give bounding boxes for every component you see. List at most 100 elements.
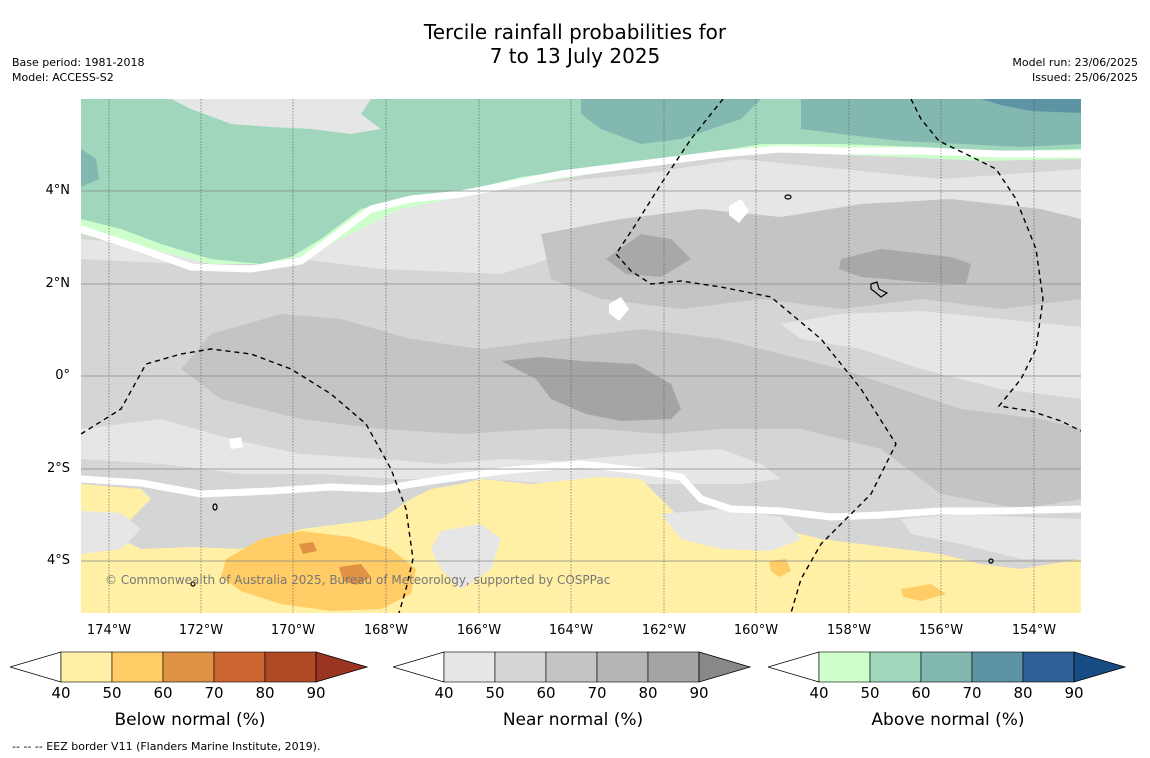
lat-label-equator: 0° xyxy=(55,368,70,383)
latitude-gridlines xyxy=(81,190,1081,562)
eez-border-east xyxy=(910,99,1081,432)
colorbar-segment xyxy=(545,651,598,683)
lat-label-4n: 4°N xyxy=(45,183,71,198)
island-5 xyxy=(988,558,994,564)
lon-label-162w: 162°W xyxy=(641,623,687,638)
colorbar-near-normal xyxy=(393,651,752,683)
colorbar-segment xyxy=(264,651,317,683)
cb-below-tick: 90 xyxy=(306,684,326,702)
probability-map xyxy=(81,99,1081,613)
lon-label-160w: 160°W xyxy=(733,623,779,638)
issued-text: Issued: 25/06/2025 xyxy=(1031,71,1138,84)
above-normal-50-region xyxy=(81,99,1081,264)
eez-borders xyxy=(81,99,1081,613)
cb-above-tick: 50 xyxy=(860,684,880,702)
lon-label-170w: 170°W xyxy=(270,623,316,638)
map-title-line2: 7 to 13 July 2025 xyxy=(489,44,661,68)
cb-near-tick: 60 xyxy=(536,684,556,702)
colorbar-segment xyxy=(596,651,649,683)
colorbar-segment xyxy=(647,651,700,683)
cb-near-tick: 50 xyxy=(485,684,505,702)
below-normal-60-patch-east-1 xyxy=(769,559,791,577)
cb-above-tick: 60 xyxy=(911,684,931,702)
colorbar-over-triangle xyxy=(698,651,752,683)
near-normal-inlet-south-central xyxy=(431,524,501,589)
near-normal-70-patch-north xyxy=(606,234,691,277)
meta-right: Model run: 23/06/2025 Issued: 25/06/2025 xyxy=(1012,55,1138,85)
colorbar-segment xyxy=(111,651,164,683)
above-normal-60-region xyxy=(581,99,1081,147)
lon-label-166w: 166°W xyxy=(456,623,502,638)
lon-label-154w: 154°W xyxy=(1011,623,1057,638)
lon-label-172w: 172°W xyxy=(178,623,224,638)
base-period-text: Base period: 1981-2018 xyxy=(12,56,145,69)
cb-above-tick: 90 xyxy=(1064,684,1084,702)
cb-above-tick: 70 xyxy=(962,684,982,702)
colorbar-segment xyxy=(162,651,215,683)
cb-below-tick: 60 xyxy=(153,684,173,702)
lat-label-2n: 2°N xyxy=(45,276,71,291)
colorbar-title-above-normal: Above normal (%) xyxy=(871,710,1025,730)
map-title: Tercile rainfall probabilities for 7 to … xyxy=(0,20,1150,68)
eez-border-central xyxy=(615,99,897,613)
cb-below-tick: 70 xyxy=(204,684,224,702)
colorbar-under-triangle xyxy=(393,651,445,683)
cb-near-tick: 80 xyxy=(638,684,658,702)
colorbar-segment xyxy=(494,651,547,683)
islands xyxy=(190,194,994,587)
near-normal-40-patch-east xyxy=(781,311,1081,399)
eez-border-west xyxy=(81,348,414,613)
colorbar-segment xyxy=(818,651,871,683)
colorbar-under-triangle xyxy=(10,651,62,683)
colorbar-over-triangle xyxy=(1073,651,1127,683)
above-normal-70-patch-west xyxy=(81,149,99,187)
lon-label-156w: 156°W xyxy=(918,623,964,638)
colorbar-segment xyxy=(869,651,922,683)
lon-label-158w: 158°W xyxy=(826,623,872,638)
no-signal-blob-north xyxy=(729,199,749,223)
no-signal-patch-north xyxy=(171,99,381,134)
colorbar-segment xyxy=(213,651,266,683)
near-normal-70-patch-northeast xyxy=(839,249,971,284)
lon-label-164w: 164°W xyxy=(548,623,594,638)
below-normal-60-patch-east-2 xyxy=(901,584,946,601)
near-normal-40-band-north xyxy=(81,159,1081,274)
colorbar-title-near-normal: Near normal (%) xyxy=(502,710,644,730)
colorbar-segment xyxy=(60,651,113,683)
island-2 xyxy=(870,281,889,298)
below-normal-70-patch-small xyxy=(299,542,317,554)
island-4 xyxy=(190,581,196,587)
cb-below-tick: 40 xyxy=(51,684,71,702)
eez-footnote: -- -- -- EEZ border V11 (Flanders Marine… xyxy=(12,740,321,753)
cb-above-tick: 40 xyxy=(809,684,829,702)
colorbar-over-triangle xyxy=(315,651,369,683)
lon-label-168w: 168°W xyxy=(363,623,409,638)
model-run-text: Model run: 23/06/2025 xyxy=(1012,56,1138,69)
colorbar-under-triangle xyxy=(768,651,820,683)
meta-left: Base period: 1981-2018 Model: ACCESS-S2 xyxy=(12,55,144,85)
contour-line-south-below-normal xyxy=(81,460,1081,521)
below-normal-60-region xyxy=(221,531,416,611)
model-text: Model: ACCESS-S2 xyxy=(12,71,114,84)
no-signal-blob-west xyxy=(229,437,243,449)
near-normal-70-patch-central xyxy=(501,357,681,421)
colorbar-segment xyxy=(443,651,496,683)
map-title-line1: Tercile rainfall probabilities for xyxy=(423,20,727,44)
cb-near-tick: 90 xyxy=(689,684,709,702)
near-normal-inlet-south-east xyxy=(661,509,801,551)
below-normal-70-patch-large xyxy=(339,564,371,585)
colorbar-segment xyxy=(920,651,973,683)
near-normal-inlet-south-west xyxy=(81,511,141,554)
cb-above-tick: 80 xyxy=(1013,684,1033,702)
cb-below-tick: 80 xyxy=(255,684,275,702)
island-3 xyxy=(212,503,218,511)
above-normal-70-patch-northeast xyxy=(981,99,1081,113)
colorbar-below-normal xyxy=(10,651,369,683)
lon-label-174w: 174°W xyxy=(86,623,132,638)
map-credit: © Commonwealth of Australia 2025, Bureau… xyxy=(105,573,611,587)
colorbar-segment xyxy=(1022,651,1075,683)
no-signal-blob-central xyxy=(609,297,629,321)
cb-near-tick: 40 xyxy=(434,684,454,702)
lat-label-4s: 4°S xyxy=(46,553,70,568)
contour-line-north-above-normal xyxy=(81,145,1081,273)
